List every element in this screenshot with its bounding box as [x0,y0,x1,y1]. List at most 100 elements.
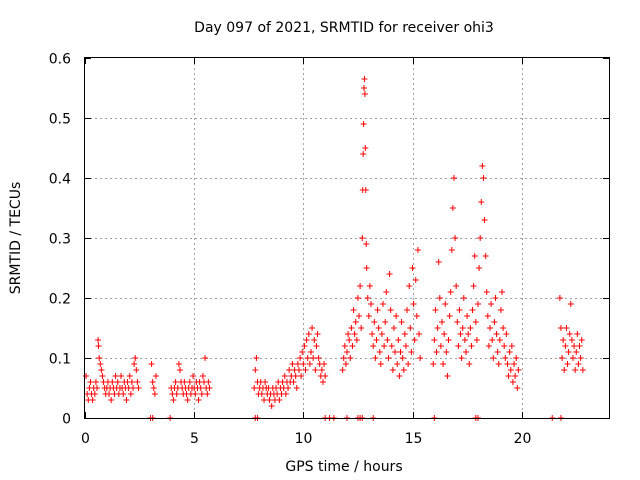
data-point [374,307,381,313]
data-point [457,331,464,337]
data-point [350,307,357,313]
data-point [315,355,322,361]
data-point [131,361,138,367]
data-point [123,397,130,403]
y-tick-label: 0 [62,412,71,428]
data-point [579,367,586,373]
data-point [266,397,273,403]
data-point [578,337,585,343]
data-point [417,355,424,361]
data-point [559,355,566,361]
data-point [395,337,402,343]
data-point [206,385,213,391]
data-point [384,337,391,343]
data-point [95,343,102,349]
data-point [502,355,509,361]
data-point [318,367,325,373]
data-point [413,313,420,319]
data-point [91,391,98,397]
y-tick-label: 0.2 [49,292,71,308]
data-point [289,361,296,367]
data-point [114,379,121,385]
data-point [268,403,275,409]
data-point [392,349,399,355]
data-point [455,343,462,349]
data-point [357,283,364,289]
data-point [476,265,483,271]
data-point [481,217,488,223]
data-point [575,361,582,367]
data-point [514,385,521,391]
data-point [118,373,125,379]
data-point [341,343,348,349]
data-point [565,349,572,355]
data-point [381,343,388,349]
data-point [571,343,578,349]
x-axis-label: GPS time / hours [285,459,402,475]
data-point [483,289,490,295]
data-point [497,307,504,313]
data-point [363,265,370,271]
data-point [478,199,485,205]
data-point [467,325,474,331]
data-point [135,385,142,391]
data-point [364,295,371,301]
data-point [92,379,99,385]
data-point [353,337,360,343]
data-point [508,343,515,349]
data-point [445,337,452,343]
data-point [311,337,318,343]
data-point [513,355,520,361]
data-point [495,361,502,367]
x-tick-label: 10 [295,431,313,447]
data-point [133,367,140,373]
x-tick-label: 0 [81,431,90,447]
data-point [312,367,319,373]
data-point [99,373,106,379]
data-point [192,391,199,397]
axis-ticks: 0 0.1 0.2 0.3 0.4 0.5 0.6 0 5 10 15 20 [49,52,609,447]
data-point [383,289,390,295]
data-point [576,343,583,349]
y-axis-label: SRMTID / TECUs [8,182,24,295]
data-point [134,379,141,385]
data-point [441,331,448,337]
data-point [363,241,370,247]
data-point [300,361,307,367]
data-point [170,397,177,403]
data-point [434,325,441,331]
x-tick-label: 15 [405,431,423,447]
data-point [342,361,349,367]
data-point [557,325,564,331]
data-point [362,187,369,193]
data-point [477,235,484,241]
data-point [112,373,119,379]
data-point [440,361,447,367]
data-point [152,373,159,379]
data-point [564,361,571,367]
data-point [472,319,479,325]
data-point [127,391,134,397]
data-point [378,331,385,337]
data-point [509,379,516,385]
y-tick-label: 0.3 [49,232,71,248]
data-point [489,337,496,343]
data-points [83,76,586,421]
data-point [361,85,368,91]
y-tick-label: 0.5 [49,112,71,128]
data-point [556,295,563,301]
data-point [484,313,491,319]
data-point [504,361,511,367]
data-point [462,349,469,355]
data-point [369,331,376,337]
data-point [380,301,387,307]
data-point [396,373,403,379]
data-point [301,343,308,349]
data-point [452,235,459,241]
data-point [361,91,368,97]
data-point [448,247,455,253]
data-point [151,391,158,397]
data-point [446,313,453,319]
data-point [319,379,326,385]
data-point [83,373,90,379]
